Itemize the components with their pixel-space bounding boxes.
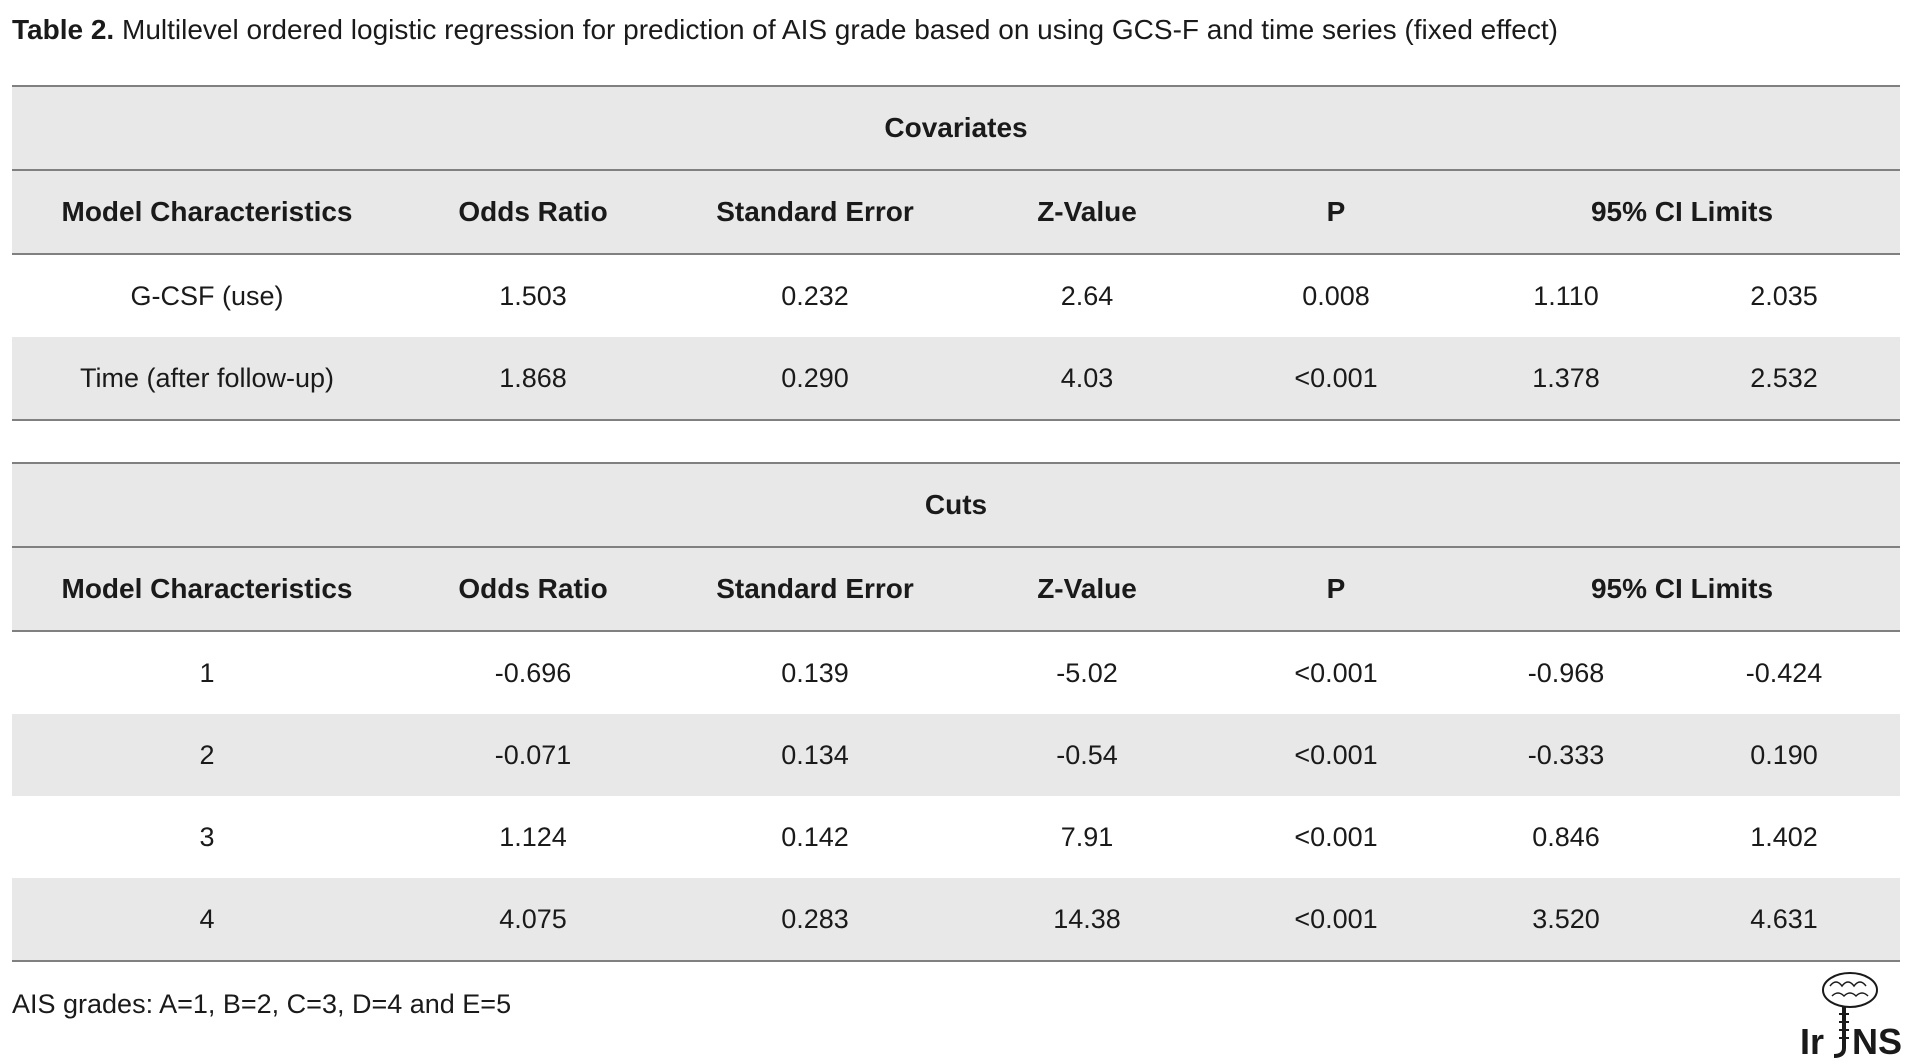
header-standard-error: Standard Error	[716, 196, 914, 227]
section-title-row: Covariates	[12, 87, 1900, 171]
brain-spine-icon	[1822, 972, 1878, 1058]
cell-ci-upper: -0.424	[1745, 657, 1823, 688]
cell-ci-upper: 4.631	[1750, 903, 1818, 934]
cell-z-value: -5.02	[1056, 657, 1118, 688]
header-standard-error: Standard Error	[716, 573, 914, 604]
cell-odds-ratio: 1.868	[499, 362, 567, 393]
cell-ci-lower: -0.333	[1527, 739, 1605, 770]
cell-z-value: 2.64	[1060, 280, 1114, 311]
header-ci-limits: 95% CI Limits	[1590, 573, 1774, 604]
section-title: Covariates	[884, 112, 1028, 143]
cell-ci-lower: 3.520	[1532, 903, 1600, 934]
cell-ci-lower: 0.846	[1532, 821, 1600, 852]
header-p: P	[1326, 573, 1346, 604]
cell-model-characteristic: 2	[199, 739, 215, 770]
table-row: 3 1.124 0.142 7.91 <0.001 0.846 1.402	[12, 796, 1900, 878]
section-title: Cuts	[924, 489, 988, 520]
cell-z-value: -0.54	[1056, 739, 1118, 770]
cell-model-characteristic: 4	[199, 903, 215, 934]
cell-z-value: 4.03	[1060, 362, 1114, 393]
table-footnote: AIS grades: A=1, B=2, C=3, D=4 and E=5	[12, 989, 512, 1019]
cell-p: <0.001	[1294, 903, 1378, 934]
cell-model-characteristic: G-CSF (use)	[130, 280, 284, 311]
cell-standard-error: 0.232	[781, 280, 849, 311]
cell-standard-error: 0.142	[781, 821, 849, 852]
header-row: Model Characteristics Odds Ratio Standard …	[12, 171, 1900, 255]
cell-ci-lower: 1.110	[1533, 280, 1599, 311]
cell-odds-ratio: 1.124	[499, 821, 567, 852]
table-row: 2 -0.071 0.134 -0.54 <0.001 -0.333 0.190	[12, 714, 1900, 796]
cell-odds-ratio: -0.071	[494, 739, 572, 770]
header-row: Model Characteristics Odds Ratio Standard …	[12, 548, 1900, 632]
table-row: 4 4.075 0.283 14.38 <0.001 3.520 4.631	[12, 878, 1900, 960]
cell-odds-ratio: 4.075	[499, 903, 567, 934]
table-row: Time (after follow-up) 1.868 0.290 4.03 <0.0…	[12, 337, 1900, 419]
cell-model-characteristic: 3	[199, 821, 215, 852]
table-row: 1 -0.696 0.139 -5.02 <0.001 -0.968 -0.424	[12, 632, 1900, 714]
caption-label: Table 2.	[12, 14, 115, 45]
cell-model-characteristic: Time (after follow-up)	[79, 362, 335, 393]
cell-standard-error: 0.290	[781, 362, 849, 393]
header-model-characteristics: Model Characteristics	[61, 573, 353, 604]
table-caption: Table 2. Multilevel ordered logistic regr…	[12, 12, 1558, 48]
cell-ci-upper: 1.402	[1750, 821, 1818, 852]
cell-odds-ratio: 1.503	[499, 280, 567, 311]
header-z-value: Z-Value	[1037, 196, 1137, 227]
cell-ci-upper: 2.532	[1750, 362, 1818, 393]
covariates-table: Covariates Model Characteristics Odds Rati…	[12, 85, 1900, 421]
header-ci-limits: 95% CI Limits	[1590, 196, 1774, 227]
header-odds-ratio: Odds Ratio	[458, 196, 608, 227]
cell-standard-error: 0.134	[781, 739, 849, 770]
cell-z-value: 14.38	[1053, 903, 1121, 934]
logo-prefix: Ir	[1800, 1021, 1824, 1060]
cell-ci-lower: 1.378	[1532, 362, 1600, 393]
cell-ci-lower: -0.968	[1527, 657, 1605, 688]
header-odds-ratio: Odds Ratio	[458, 573, 608, 604]
cell-p: 0.008	[1302, 280, 1370, 311]
caption-text: Multilevel ordered logistic regression f…	[122, 14, 1558, 45]
cell-ci-upper: 2.035	[1750, 280, 1818, 311]
cell-p: <0.001	[1294, 657, 1378, 688]
header-model-characteristics: Model Characteristics	[61, 196, 353, 227]
cell-p: <0.001	[1294, 739, 1378, 770]
cell-p: <0.001	[1294, 362, 1378, 393]
cell-standard-error: 0.139	[781, 657, 849, 688]
cell-standard-error: 0.283	[781, 903, 849, 934]
logo-suffix: NS	[1852, 1021, 1902, 1060]
cell-z-value: 7.91	[1060, 821, 1114, 852]
section-title-row: Cuts	[12, 464, 1900, 548]
header-z-value: Z-Value	[1037, 573, 1137, 604]
cuts-table: Cuts Model Characteristics Odds Ratio Stand…	[12, 462, 1900, 962]
table-row: G-CSF (use) 1.503 0.232 2.64 0.008 1.110 2.035	[12, 255, 1900, 337]
cell-odds-ratio: -0.696	[494, 657, 572, 688]
cell-p: <0.001	[1294, 821, 1378, 852]
cell-ci-upper: 0.190	[1750, 739, 1818, 770]
cell-model-characteristic: 1	[199, 657, 215, 688]
header-p: P	[1326, 196, 1346, 227]
journal-logo: Ir NS	[1800, 972, 1902, 1060]
